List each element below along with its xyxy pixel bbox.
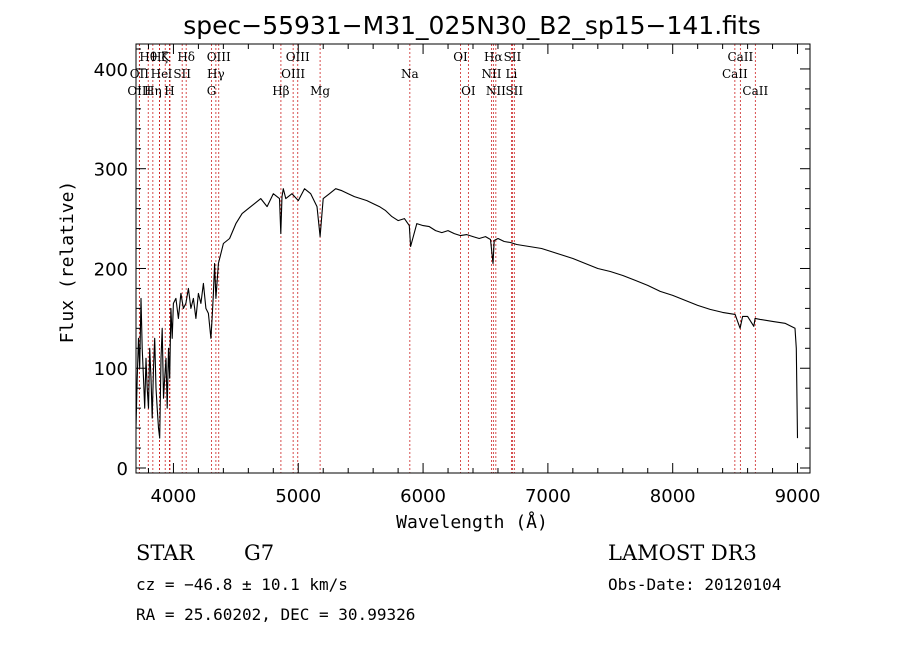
line-label: K	[161, 50, 171, 64]
line-label: Hδ	[177, 50, 195, 64]
line-label: OI	[461, 84, 476, 98]
flux-series	[135, 188, 799, 439]
line-label: SII	[173, 67, 191, 81]
y-tick-label: 300	[94, 160, 128, 181]
object-class: STAR	[136, 541, 195, 565]
line-label: CaII	[742, 84, 768, 98]
line-label: OIII	[281, 67, 305, 81]
line-label: OIII	[207, 50, 231, 64]
y-tick-label: 100	[94, 359, 128, 380]
x-tick-label: 6000	[400, 486, 446, 507]
line-label: SII	[505, 84, 523, 98]
line-label: Hζ	[151, 50, 168, 64]
x-tick-label: 9000	[775, 486, 821, 507]
line-label: Hθ	[139, 50, 157, 64]
y-axis-label: Flux (relative)	[57, 181, 78, 344]
observation-date: Obs-Date: 20120104	[608, 575, 781, 594]
line-label: OI	[453, 50, 468, 64]
x-tick-label: 8000	[650, 486, 696, 507]
line-label: Hα	[484, 50, 503, 64]
line-label: Hβ	[272, 84, 289, 98]
emission-absorption-line-markers	[138, 44, 756, 473]
x-tick-label: 5000	[275, 486, 321, 507]
axis-ticks: 4000 5000 6000 7000 8000 9000 0 100 200 300 400	[94, 44, 821, 507]
line-label: Li	[506, 67, 518, 81]
line-label: I	[168, 67, 173, 81]
coordinates-readout: RA = 25.60202, DEC = 30.99326	[136, 605, 415, 624]
line-label: OIII	[286, 50, 310, 64]
line-label: OIII	[127, 84, 151, 98]
line-label: Hη	[144, 84, 162, 98]
x-tick-label: 7000	[525, 486, 571, 507]
redshift-readout: cz = −46.8 ± 10.1 km/s	[136, 575, 348, 594]
y-tick-label: 200	[94, 259, 128, 280]
line-label: CaII	[727, 50, 753, 64]
line-label: CaII	[722, 67, 748, 81]
line-label: OII	[130, 67, 150, 81]
y-tick-label: 0	[117, 459, 128, 480]
survey-name: LAMOST DR3	[608, 541, 757, 565]
x-tick-label: 4000	[151, 486, 197, 507]
y-tick-label: 400	[94, 60, 128, 81]
line-label: H	[164, 84, 174, 98]
flux-line	[135, 188, 799, 439]
x-axis-label: Wavelength (Å)	[396, 511, 548, 533]
line-label: G	[207, 84, 217, 98]
line-label: Hγ	[207, 67, 225, 81]
plot-frame	[135, 43, 811, 474]
line-label: Mg	[310, 84, 330, 98]
object-subclass: G7	[244, 541, 274, 565]
line-label: NII	[486, 84, 506, 98]
line-label: He	[151, 67, 169, 81]
line-label: NII	[481, 67, 501, 81]
line-label: SII	[504, 50, 522, 64]
chart-title: spec−55931−M31_025N30_B2_sp15−141.fits	[183, 11, 761, 40]
line-label: Na	[401, 67, 419, 81]
